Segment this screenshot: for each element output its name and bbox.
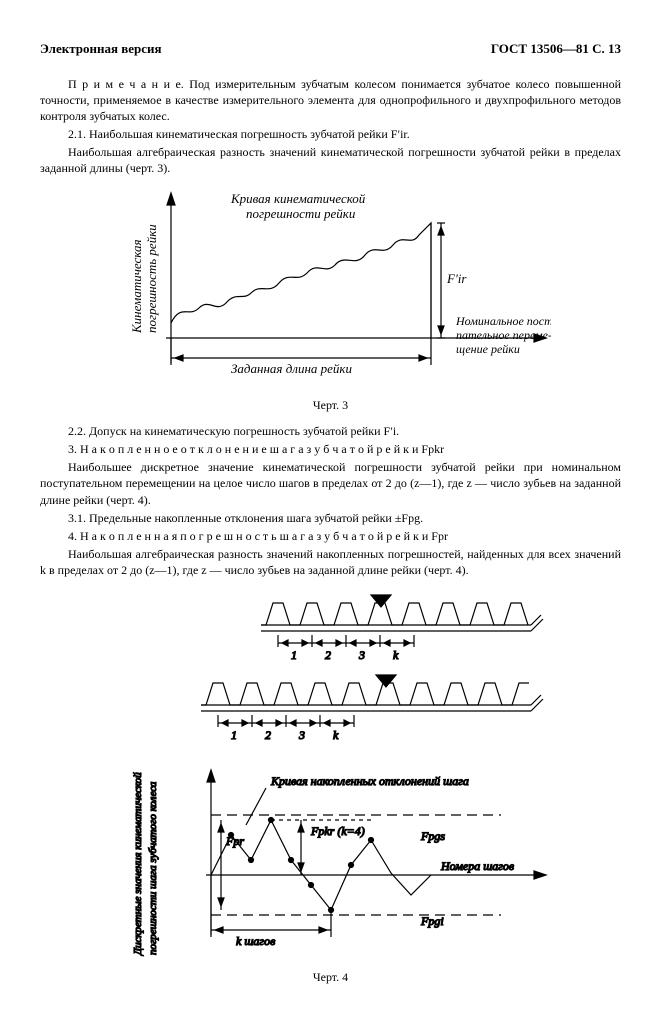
fig3-x-label1: Номинальное посту- — [455, 314, 551, 328]
header-right: ГОСТ 13506—81 С. 13 — [491, 40, 621, 58]
note-paragraph: П р и м е ч а н и е. Под измерительным з… — [40, 76, 621, 125]
fig3-F-label: F′ir — [446, 271, 467, 286]
para-4: 4. Н а к о п л е н н а я п о г р е ш н о… — [40, 528, 621, 544]
fig4-rack2-l3: 3 — [298, 728, 305, 742]
fig3-y-label2: погрешность рейки — [144, 223, 159, 332]
fig4-rack2-l4: k — [333, 728, 339, 742]
fig4-rack1-l3: 3 — [358, 648, 365, 662]
para-4b: Наибольшая алгебраическая разность значе… — [40, 546, 621, 578]
page-header: Электронная версия ГОСТ 13506—81 С. 13 — [40, 40, 621, 58]
fig3-x-label3: щение рейки — [456, 342, 520, 356]
fig4-Fpgs: Fpgs — [420, 829, 445, 843]
fig3-x-label2: пательное переме- — [456, 328, 551, 342]
fig4-Fpkr: Fpkr (k=4) — [310, 824, 365, 838]
para-2-1b: Наибольшая алгебраическая разность значе… — [40, 144, 621, 176]
fig4-steps: Номера шагов — [440, 859, 514, 873]
para-2-2: 2.2. Допуск на кинематическую погрешност… — [40, 423, 621, 439]
fig4-caption: Черт. 4 — [40, 969, 621, 985]
fig4-y-label2: погрешности шага зубчатого колеса — [147, 781, 159, 955]
fig3-span-label: Заданная длина рейки — [231, 361, 352, 376]
fig3-curve-label1: Кривая кинематической — [230, 191, 366, 206]
fig4-rack1-l2: 2 — [325, 648, 331, 662]
para-3b: Наибольшее дискретное значение кинематич… — [40, 459, 621, 508]
fig4-y-label1: Дискретные значения кинематической — [132, 771, 144, 955]
fig4-rack1-l1: 1 — [291, 648, 297, 662]
para-3-1: 3.1. Предельные накопленные отклонения ш… — [40, 510, 621, 526]
para-2-1: 2.1. Наибольшая кинематическая погрешнос… — [40, 126, 621, 142]
para-3: 3. Н а к о п л е н н о е о т к л о н е н… — [40, 441, 621, 457]
fig4-Fpgi: Fpgi — [420, 914, 444, 928]
fig4-curve-label: Кривая накопленных отклонений шага — [270, 774, 469, 788]
fig3-y-label1: Кинематическая — [129, 239, 144, 334]
fig4-Fpr: Fpr — [225, 834, 244, 848]
figure-3: Кривая кинематической погрешности рейки … — [111, 183, 551, 393]
fig3-caption: Черт. 3 — [40, 397, 621, 413]
fig4-rack2-l1: 1 — [231, 728, 237, 742]
fig4-rack1-l4: k — [393, 648, 399, 662]
fig4-rack2-l2: 2 — [265, 728, 271, 742]
fig3-curve-label2: погрешности рейки — [246, 206, 356, 221]
figure-4: 1 2 3 k 1 2 3 — [111, 585, 551, 965]
header-left: Электронная версия — [40, 40, 162, 58]
